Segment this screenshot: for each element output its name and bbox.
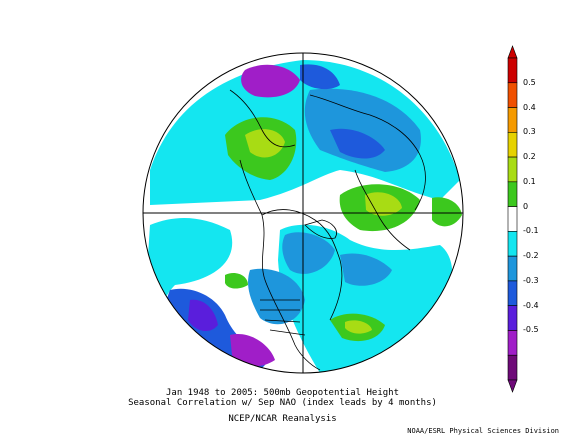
colorbar-label: -0.2 (523, 251, 539, 261)
colorbar-label: 0 (523, 201, 529, 211)
credit-text: NOAA/ESRL Physical Sciences Division (407, 427, 559, 435)
colorbar-label: 0.4 (523, 102, 536, 112)
caption-line-3: NCEP/NCAR Reanalysis (228, 414, 337, 424)
colorbar-segment (507, 354, 518, 381)
colorbar-segment (507, 330, 518, 356)
neg-region-siberia (304, 88, 421, 172)
colorbar-label: 0.3 (523, 127, 536, 137)
neg-region-canada (282, 232, 335, 274)
neg-region-siberia-core (330, 128, 385, 159)
colorbar-label: 0.1 (523, 176, 536, 186)
map-border (142, 52, 464, 374)
colorbar-top-arrow (507, 45, 518, 59)
correlation-field (143, 53, 463, 373)
colorbar-label: -0.5 (523, 325, 539, 335)
caption-line-2: Seasonal Correlation w/ Sep NAO (index l… (128, 398, 437, 408)
neg-region-south-west (143, 218, 303, 373)
neg-region-bering (241, 64, 300, 98)
colorbar-segment (507, 156, 518, 183)
colorbar-segment (507, 132, 518, 158)
colorbar-segment (507, 206, 518, 232)
colorbar-label: 0.5 (523, 77, 536, 87)
colorbar-segment (507, 305, 518, 331)
caption-line-1: Jan 1948 to 2005: 500mb Geopotential Hei… (166, 388, 399, 398)
colorbar-segment (507, 231, 518, 257)
colorbar-segment (507, 107, 518, 133)
neg-region-pacific-core (230, 334, 275, 367)
colorbar-label: 0.2 (523, 152, 536, 162)
colorbar-segment (507, 82, 518, 108)
colorbar-segment (507, 181, 518, 207)
colorbar (507, 45, 518, 393)
colorbar-segment (507, 57, 518, 84)
coastlines (229, 89, 426, 371)
colorbar-label: -0.4 (523, 300, 539, 310)
colorbar-segment (507, 280, 518, 306)
pos-region-alaska-core (245, 129, 285, 158)
colorbar-label: -0.1 (523, 226, 539, 236)
colorbar-segment (507, 255, 518, 282)
colorbar-bottom-arrow (507, 379, 518, 393)
colorbar-label: -0.3 (523, 275, 539, 285)
